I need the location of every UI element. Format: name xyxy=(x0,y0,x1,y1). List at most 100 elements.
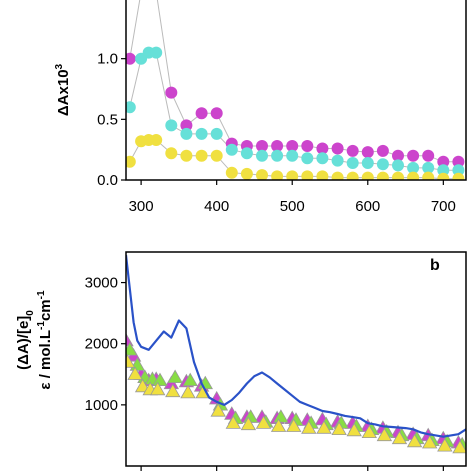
panel-a-series-1-point xyxy=(225,143,238,156)
panel-b-ylabel-line2-mid: cm xyxy=(37,299,54,321)
panel-a-ylabel-sup: 3 xyxy=(54,63,65,69)
panel-b-series-1-point xyxy=(273,409,289,423)
panel-b-series-2-point xyxy=(316,420,332,434)
panel-a-series-1-point xyxy=(271,149,284,162)
panel-a-series-2-point xyxy=(180,149,193,162)
panel-a-marks xyxy=(126,0,465,180)
panel-a-series-0-point xyxy=(452,155,465,168)
panel-b-ylabel-line2: ε / mol.L-1cm-1 xyxy=(36,290,54,390)
panel-b-series-2-point xyxy=(134,378,151,393)
panel-b-series-2-point xyxy=(376,427,393,442)
panel-a-series-0-point xyxy=(346,144,359,157)
panel-a-series-0-point xyxy=(331,142,344,155)
panel-a-series-2-point xyxy=(165,147,178,160)
panel-a-series-1-point xyxy=(422,161,435,174)
panel-b-axes: 300400500600700100020003000 xyxy=(85,275,444,471)
panel-a-series-0-point xyxy=(437,155,450,168)
panel-a-series-0-point xyxy=(422,149,435,162)
panel-a-series-2-point xyxy=(240,167,253,180)
panel-a-series-2-point xyxy=(271,170,284,180)
panel-a-series-0-point xyxy=(210,107,223,120)
panel-b-ytick-label: 3000 xyxy=(85,275,118,292)
panel-b-series-1-point xyxy=(152,372,168,387)
panel-a-series-0-point xyxy=(271,140,284,152)
panel-b-ylabel-line1-sub: 0 xyxy=(25,310,36,316)
panel-a-series-2-point xyxy=(452,172,465,180)
panel-b-letter: b xyxy=(430,257,440,274)
panel-a-series-1-point xyxy=(165,119,178,132)
panel-a-series-1-point xyxy=(240,147,253,160)
panel-a-xtick-label: 600 xyxy=(355,198,380,215)
panel-b-series-2-point xyxy=(286,418,302,432)
panel-a-series-2-point xyxy=(126,155,136,168)
panel-a-series-2-point xyxy=(316,170,329,180)
panel-b-series-2-point xyxy=(346,422,362,437)
panel-a-series-2-point xyxy=(407,171,420,180)
panel-a-series-0-point xyxy=(361,146,374,159)
panel-a-series-2-point xyxy=(150,134,163,146)
panel-b-series-2-point xyxy=(255,415,272,429)
panel-a-series-1-point xyxy=(195,127,208,140)
panel-a-series-1-point xyxy=(346,157,359,169)
panel-a-ytick-label: 0.5 xyxy=(97,111,118,128)
panel-a-series-2-point xyxy=(195,149,208,162)
panel-a-series-1-point xyxy=(392,159,404,172)
panel-a-frame xyxy=(125,0,467,181)
panel-a-series-0-point xyxy=(301,140,314,152)
panel-b-ytick-label: 1000 xyxy=(85,397,118,414)
panel-a-series-1-point xyxy=(256,149,268,162)
panel-a-series-1-point xyxy=(316,152,329,165)
panel-b: 300400500600700100020003000 b (ΔA)/[e]0 … xyxy=(15,251,467,471)
panel-b-ytick-label: 2000 xyxy=(85,336,118,353)
panel-b-series-2-point xyxy=(437,437,453,452)
panel-b-ylabel-line2-sup2: -1 xyxy=(36,290,47,299)
panel-a-series-1-point xyxy=(376,158,389,171)
panel-a-ytick-label: 1.0 xyxy=(97,51,118,68)
panel-a-series-0-point xyxy=(392,149,404,162)
panel-a-series-2-point xyxy=(376,171,389,180)
panel-b-series-2-point xyxy=(361,424,377,439)
panel-a-ytick-label: 0.0 xyxy=(97,172,118,189)
panel-a-axes: 300 400 500 600 700 0.0 0.5 1.0 xyxy=(97,51,456,215)
panel-a-series-1-point xyxy=(180,127,193,140)
panel-b-series-2-point xyxy=(127,366,143,380)
panel-b-series-2-point xyxy=(240,416,257,431)
panel-a-series-0-point xyxy=(407,149,420,162)
panel-a: 300 400 500 600 700 0.0 0.5 1.0 ΔAx103 xyxy=(54,0,467,215)
panel-b-series-2-point xyxy=(150,381,166,396)
panel-a-series-1-point xyxy=(286,149,299,162)
panel-a-series-2-point xyxy=(256,169,268,180)
panel-a-plot xyxy=(126,0,465,180)
panel-a-series-0-point xyxy=(256,140,268,152)
panel-a-series-2-point xyxy=(422,171,435,180)
panel-b-plot xyxy=(126,254,466,454)
panel-a-series-1-point xyxy=(437,164,450,177)
panel-a-series-0-point xyxy=(126,52,136,65)
panel-b-series-2-point xyxy=(180,384,196,399)
panel-a-series-2-point xyxy=(392,171,404,180)
panel-b-series-0-point xyxy=(126,332,134,347)
panel-a-series-1-point xyxy=(210,127,223,140)
panel-a-series-1-point xyxy=(301,152,314,165)
panel-b-ylabel-line2-sup1: -1 xyxy=(36,321,47,330)
panel-a-series-2-point xyxy=(225,166,238,179)
panel-a-series-1-point xyxy=(407,161,420,174)
panel-b-series-2-point xyxy=(225,415,241,429)
panel-a-series-0-point xyxy=(165,86,178,99)
panel-a-series-2-point xyxy=(301,170,314,180)
panel-a-series-0-point xyxy=(195,107,208,120)
panel-a-series-1-point xyxy=(150,46,163,59)
panel-b-series-2-point xyxy=(331,421,347,436)
panel-b-series-1-point xyxy=(167,369,183,384)
panel-a-ylabel: ΔAx103 xyxy=(54,63,72,116)
panel-a-series-2-point xyxy=(331,171,344,180)
panel-b-frame xyxy=(125,251,467,467)
panel-a-xtick-label: 400 xyxy=(204,198,229,215)
panel-b-series-1-point xyxy=(126,341,138,356)
panel-a-xtick-label: 700 xyxy=(431,198,456,215)
panel-b-series-2-point xyxy=(406,433,423,448)
panel-b-series-2-point xyxy=(210,403,226,417)
panel-a-xtick-label: 500 xyxy=(280,198,305,215)
panel-b-series-1-point xyxy=(182,372,198,387)
panel-a-series-0-point xyxy=(316,142,329,155)
